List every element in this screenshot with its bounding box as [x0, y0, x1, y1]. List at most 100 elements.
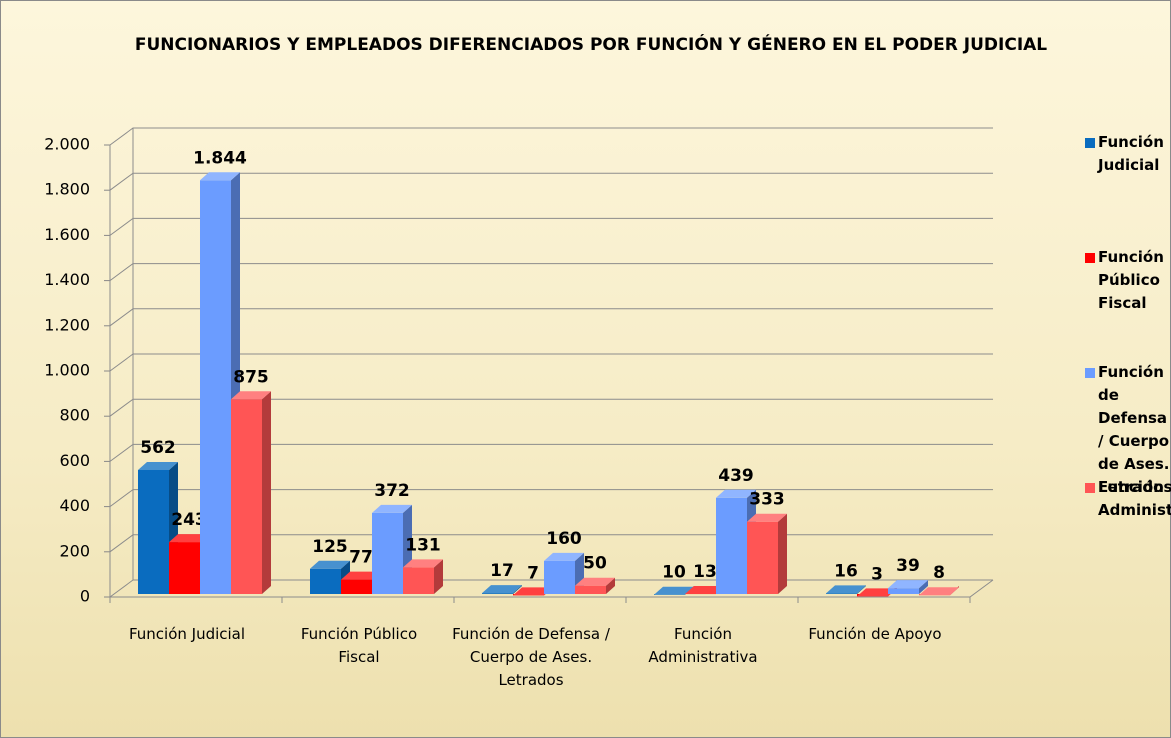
value-label: 372: [374, 481, 410, 501]
value-label: 125: [312, 537, 348, 557]
bar: [888, 580, 928, 594]
value-label: 562: [140, 438, 176, 458]
x-tick-label: Función de Defensa / Cuerpo de Ases. Let…: [452, 625, 610, 689]
bar-front: [575, 585, 606, 594]
y-tick-label: 1.200: [44, 315, 90, 334]
legend-label: Función de Defensa / Cuerpo de Ases. Let…: [1098, 363, 1171, 496]
x-tick-label: Función Judicial: [128, 625, 246, 643]
bar: [544, 552, 584, 594]
bar-top: [747, 513, 787, 522]
value-label: 39: [896, 556, 920, 576]
bar-side: [262, 391, 271, 594]
bar-front: [544, 560, 575, 594]
value-label: 160: [546, 529, 582, 549]
y-tick-label: 800: [59, 406, 90, 425]
value-label: 875: [233, 367, 269, 387]
value-label: 131: [405, 535, 441, 555]
legend-swatch: [1085, 368, 1095, 378]
value-label: 17: [490, 561, 514, 581]
bar-front: [200, 180, 231, 595]
legend-label: Función Público Fiscal: [1098, 248, 1164, 312]
bar-top: [513, 587, 553, 596]
legend-label: Función Administrativa: [1098, 478, 1171, 519]
bar-side: [778, 513, 787, 594]
bar-top: [310, 560, 350, 569]
bar-top: [826, 585, 866, 594]
bar-top: [716, 489, 756, 498]
bar-front: [169, 542, 200, 594]
value-label: 439: [718, 466, 754, 486]
y-tick-label: 0: [80, 587, 90, 606]
bar-side: [513, 585, 522, 594]
bar-front: [716, 497, 747, 594]
legend-swatch: [1085, 483, 1095, 493]
bar-top: [200, 172, 240, 181]
y-tick-label: 1.400: [44, 270, 90, 289]
y-tick-label: 1.800: [44, 180, 90, 199]
value-label: 13: [693, 562, 717, 582]
bar-front: [888, 588, 919, 594]
bar: [482, 585, 522, 594]
bar-top: [372, 504, 412, 513]
legend-swatch: [1085, 253, 1095, 263]
bar-top: [138, 461, 178, 470]
value-label: 7: [527, 563, 539, 583]
legend-swatch: [1085, 138, 1095, 148]
value-label: 3: [871, 564, 883, 584]
bar-top: [544, 552, 584, 561]
bar-front: [403, 567, 434, 594]
bar-top: [857, 588, 897, 597]
bar: [231, 391, 271, 594]
x-tick-label: Función Público Fiscal: [300, 625, 418, 666]
bar-top: [169, 534, 209, 543]
y-tick-label: 1.000: [44, 361, 90, 380]
bar-front: [231, 399, 262, 594]
value-label: 10: [662, 563, 686, 583]
bar-front: [747, 521, 778, 594]
y-tick-label: 200: [59, 541, 90, 560]
bar-side: [434, 559, 443, 594]
bar: [747, 513, 787, 594]
bar: [919, 586, 959, 596]
bar-side: [857, 585, 866, 594]
bar-front: [482, 593, 513, 594]
bar-front: [138, 469, 169, 594]
bar-front: [826, 593, 857, 594]
bar-front: [341, 579, 372, 594]
value-label: 8: [933, 563, 945, 583]
chart-title: FUNCIONARIOS Y EMPLEADOS DIFERENCIADOS P…: [134, 35, 1048, 55]
value-label: 77: [349, 548, 373, 568]
bar-side: [919, 580, 928, 594]
value-label: 16: [834, 561, 858, 581]
legend-label: Función Judicial: [1098, 133, 1164, 174]
grid-line: [109, 263, 993, 282]
bar-top: [482, 585, 522, 594]
x-tick-label: Función Administrativa: [648, 625, 758, 666]
bar-top: [403, 559, 443, 568]
y-tick-label: 400: [59, 496, 90, 515]
bar-front: [310, 568, 341, 594]
bar-top: [685, 586, 725, 595]
value-label: 333: [749, 490, 785, 510]
bar-top: [231, 391, 271, 400]
grid-line: [109, 308, 993, 327]
bar-top: [888, 580, 928, 589]
y-tick-label: 2.000: [44, 135, 90, 154]
bar-top: [575, 577, 615, 586]
bar: [575, 577, 615, 594]
bar-top: [654, 586, 694, 595]
y-tick-label: 1.600: [44, 225, 90, 244]
value-label: 243: [171, 510, 207, 530]
value-label: 1.844: [193, 148, 247, 168]
y-tick-label: 600: [59, 451, 90, 470]
grid-line: [109, 217, 993, 236]
bar: [403, 559, 443, 594]
grid-line: [109, 127, 993, 146]
x-tick-label: Función de Apoyo: [808, 625, 942, 643]
grid-line: [109, 172, 993, 191]
bar-top: [919, 587, 959, 596]
value-label: 50: [583, 554, 607, 574]
bar-front: [372, 512, 403, 594]
